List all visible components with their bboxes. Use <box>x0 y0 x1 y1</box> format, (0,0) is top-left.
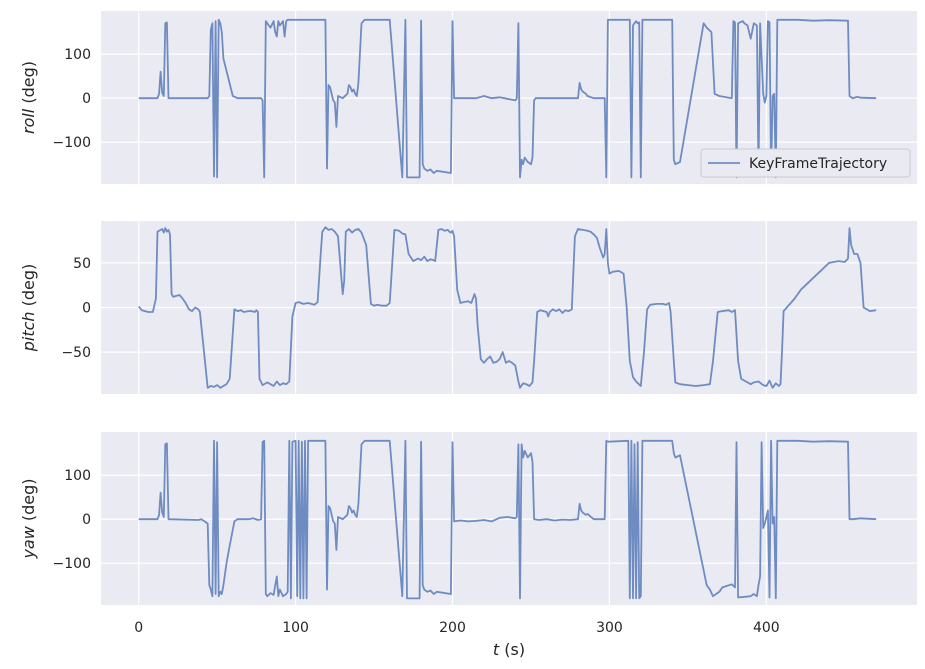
legend: KeyFrameTrajectory <box>700 148 911 178</box>
yaw-y-axis-label-var: yaw <box>19 525 38 559</box>
x-tick-label: 300 <box>596 620 623 636</box>
yaw-panel: −100 0 100 yaw (deg) <box>19 432 917 605</box>
pitch-ytick-label: 0 <box>82 301 91 317</box>
x-tick-label: 0 <box>134 620 143 636</box>
legend-box <box>700 148 911 178</box>
roll-ytick-label: −100 <box>53 135 91 151</box>
x-tick-label: 400 <box>753 620 780 636</box>
roll-ytick-label: 0 <box>82 91 91 107</box>
x-tick-label: 200 <box>439 620 466 636</box>
legend-label: KeyFrameTrajectory <box>749 156 887 172</box>
x-axis-label-var: t <box>493 640 500 659</box>
yaw-ytick-label: 100 <box>64 468 91 484</box>
pitch-panel: −50 0 50 pitch (deg) <box>19 221 917 394</box>
roll-y-axis-label: roll (deg) <box>19 61 38 134</box>
pitch-y-axis-label-unit: (deg) <box>19 264 38 312</box>
yaw-series-line <box>138 439 877 600</box>
x-axis-label-unit: (s) <box>499 640 525 659</box>
pitch-y-axis-label-var: pitch <box>19 311 38 352</box>
pitch-y-axis-label: pitch (deg) <box>19 264 38 353</box>
yaw-y-axis-label: yaw (deg) <box>19 478 38 559</box>
roll-ytick-label: 100 <box>64 47 91 63</box>
pitch-ytick-label: 50 <box>73 256 91 272</box>
pitch-ytick-label: −50 <box>61 345 91 361</box>
yaw-ytick-label: 0 <box>82 512 91 528</box>
yaw-y-axis-label-unit: (deg) <box>19 478 38 526</box>
yaw-ytick-label: −100 <box>53 556 91 572</box>
x-axis-label: t (s) <box>493 640 525 659</box>
x-tick-label: 100 <box>282 620 309 636</box>
roll-y-axis-label-unit: (deg) <box>19 61 38 109</box>
roll-series-line <box>138 18 877 179</box>
pitch-series-line <box>138 226 877 389</box>
roll-y-axis-label-var: roll <box>19 108 38 134</box>
roll-panel: −100 0 100 roll (deg) <box>19 11 917 184</box>
